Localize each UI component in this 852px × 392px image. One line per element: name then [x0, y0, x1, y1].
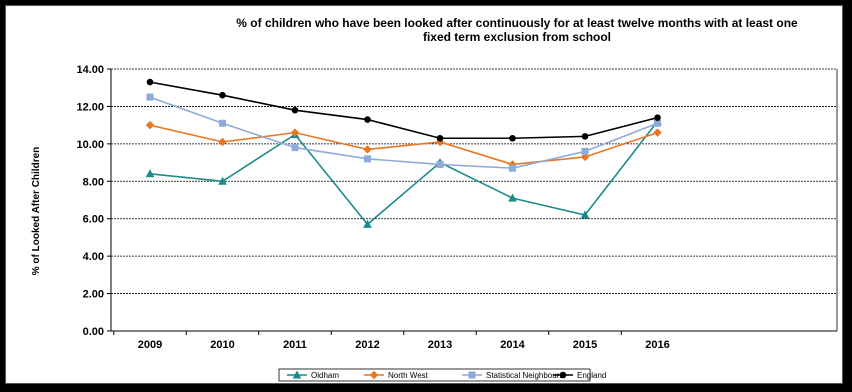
- series-line: [149, 96, 658, 169]
- legend-box: [278, 368, 591, 382]
- legend: Oldham North West Statistical Neighbours En…: [278, 368, 606, 382]
- data-point: [219, 119, 226, 127]
- data-point: [653, 128, 662, 137]
- data-point: [146, 78, 154, 86]
- data-point: [145, 169, 155, 178]
- data-point: [290, 128, 300, 137]
- legend-label: Statistical Neighbours: [486, 371, 563, 380]
- x-tick-label: 2012: [355, 339, 379, 351]
- data-point: [364, 155, 371, 163]
- y-tick-label: 4.00: [83, 251, 104, 263]
- data-point: [363, 145, 372, 154]
- x-tick-label: 2013: [428, 339, 452, 351]
- y-tick-label: 6.00: [83, 214, 104, 226]
- data-point: [291, 106, 299, 114]
- data-point: [580, 210, 590, 219]
- data-point: [436, 134, 444, 142]
- series-lines: [145, 78, 662, 228]
- y-tick-label: 10.00: [76, 139, 104, 151]
- y-tick-label: 2.00: [83, 289, 104, 301]
- gridlines: [111, 68, 837, 294]
- data-point: [218, 137, 227, 147]
- data-point: [218, 176, 227, 185]
- x-tick-label: 2014: [500, 339, 525, 351]
- x-tick-label: 2011: [283, 339, 307, 351]
- data-point: [654, 114, 661, 121]
- data-point: [581, 147, 589, 155]
- series-oldham: [145, 116, 662, 228]
- legend-item: Oldham: [287, 370, 339, 380]
- legend-marker: [559, 371, 567, 379]
- y-tick-label: 0.00: [83, 326, 104, 338]
- data-point: [581, 133, 589, 140]
- data-point: [654, 119, 661, 127]
- series-line: [149, 124, 658, 166]
- legend-item: North West: [364, 370, 429, 380]
- data-point: [436, 160, 444, 168]
- data-point: [363, 219, 372, 228]
- data-point: [291, 144, 299, 152]
- legend-label: North West: [388, 371, 429, 380]
- legend-item: Statistical Neighbours: [462, 371, 563, 380]
- x-tick-label: 2010: [210, 339, 234, 351]
- series-line: [149, 120, 659, 226]
- chart: % of children who have been looked after…: [31, 16, 838, 382]
- chart-title-line2: fixed term exclusion from school: [423, 30, 611, 44]
- chart-title-line1: % of children who have been looked after…: [236, 16, 798, 30]
- legend-item: England: [553, 371, 606, 380]
- series-north-west: [145, 120, 662, 169]
- data-point: [146, 93, 154, 101]
- series-england: [146, 78, 661, 142]
- data-point: [509, 164, 516, 172]
- series-line: [149, 81, 658, 140]
- legend-marker: [292, 370, 302, 379]
- data-point: [509, 134, 516, 142]
- legend-marker: [468, 371, 476, 379]
- data-point: [364, 116, 371, 123]
- y-tick-label: 12.00: [76, 101, 104, 113]
- legend-marker: [369, 370, 379, 380]
- chart-frame: % of children who have been looked after…: [5, 5, 843, 384]
- y-tick-label: 14.00: [76, 64, 104, 76]
- y-tick-label: 8.00: [83, 176, 104, 188]
- data-point: [508, 193, 517, 202]
- series-statistical-neighbours: [146, 93, 661, 172]
- axes: 0.00 2.00 4.00 6.00 8.00 10.00 12.00 14.00 2009 2…: [76, 64, 838, 351]
- legend-label: England: [577, 371, 606, 380]
- data-point: [219, 91, 226, 99]
- data-point: [145, 120, 155, 130]
- y-axis-label: % of Looked After Children: [31, 147, 42, 276]
- x-tick-label: 2016: [645, 339, 669, 351]
- data-point: [580, 152, 590, 162]
- x-tick-label: 2009: [138, 339, 162, 351]
- legend-label: Oldham: [311, 371, 339, 380]
- x-tick-label: 2015: [573, 339, 597, 351]
